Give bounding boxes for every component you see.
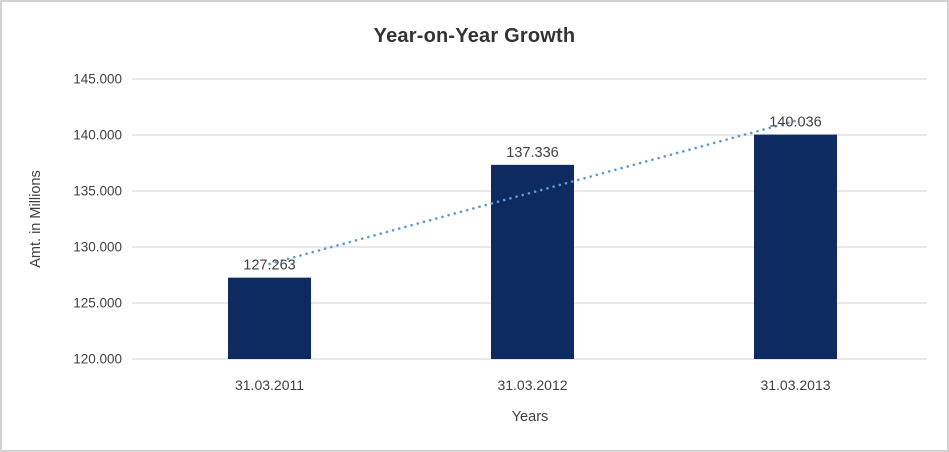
bar-value-label: 137.336 [506,145,558,161]
bar[interactable] [491,164,574,359]
y-tick-label: 125.000 [73,296,122,311]
y-tick-label: 145.000 [73,72,122,87]
x-tick-label: 31.03.2013 [760,377,830,393]
y-tick-label: 130.000 [73,240,122,255]
y-tick-label: 135.000 [73,184,122,199]
bar[interactable] [228,277,311,359]
bar[interactable] [754,134,837,359]
trendline[interactable] [268,119,797,266]
y-tick-label: 120.000 [73,352,122,367]
y-tick-label: 140.000 [73,128,122,143]
bar-value-label: 127.263 [243,258,295,274]
x-tick-label: 31.03.2012 [497,377,567,393]
x-axis-title: Years [512,409,549,425]
x-tick-label: 31.03.2011 [235,377,304,393]
y-axis-title: Amt. in Millions [28,170,44,268]
bar-value-label: 140.036 [769,115,821,131]
chart-title: Year-on-Year Growth [373,25,576,47]
